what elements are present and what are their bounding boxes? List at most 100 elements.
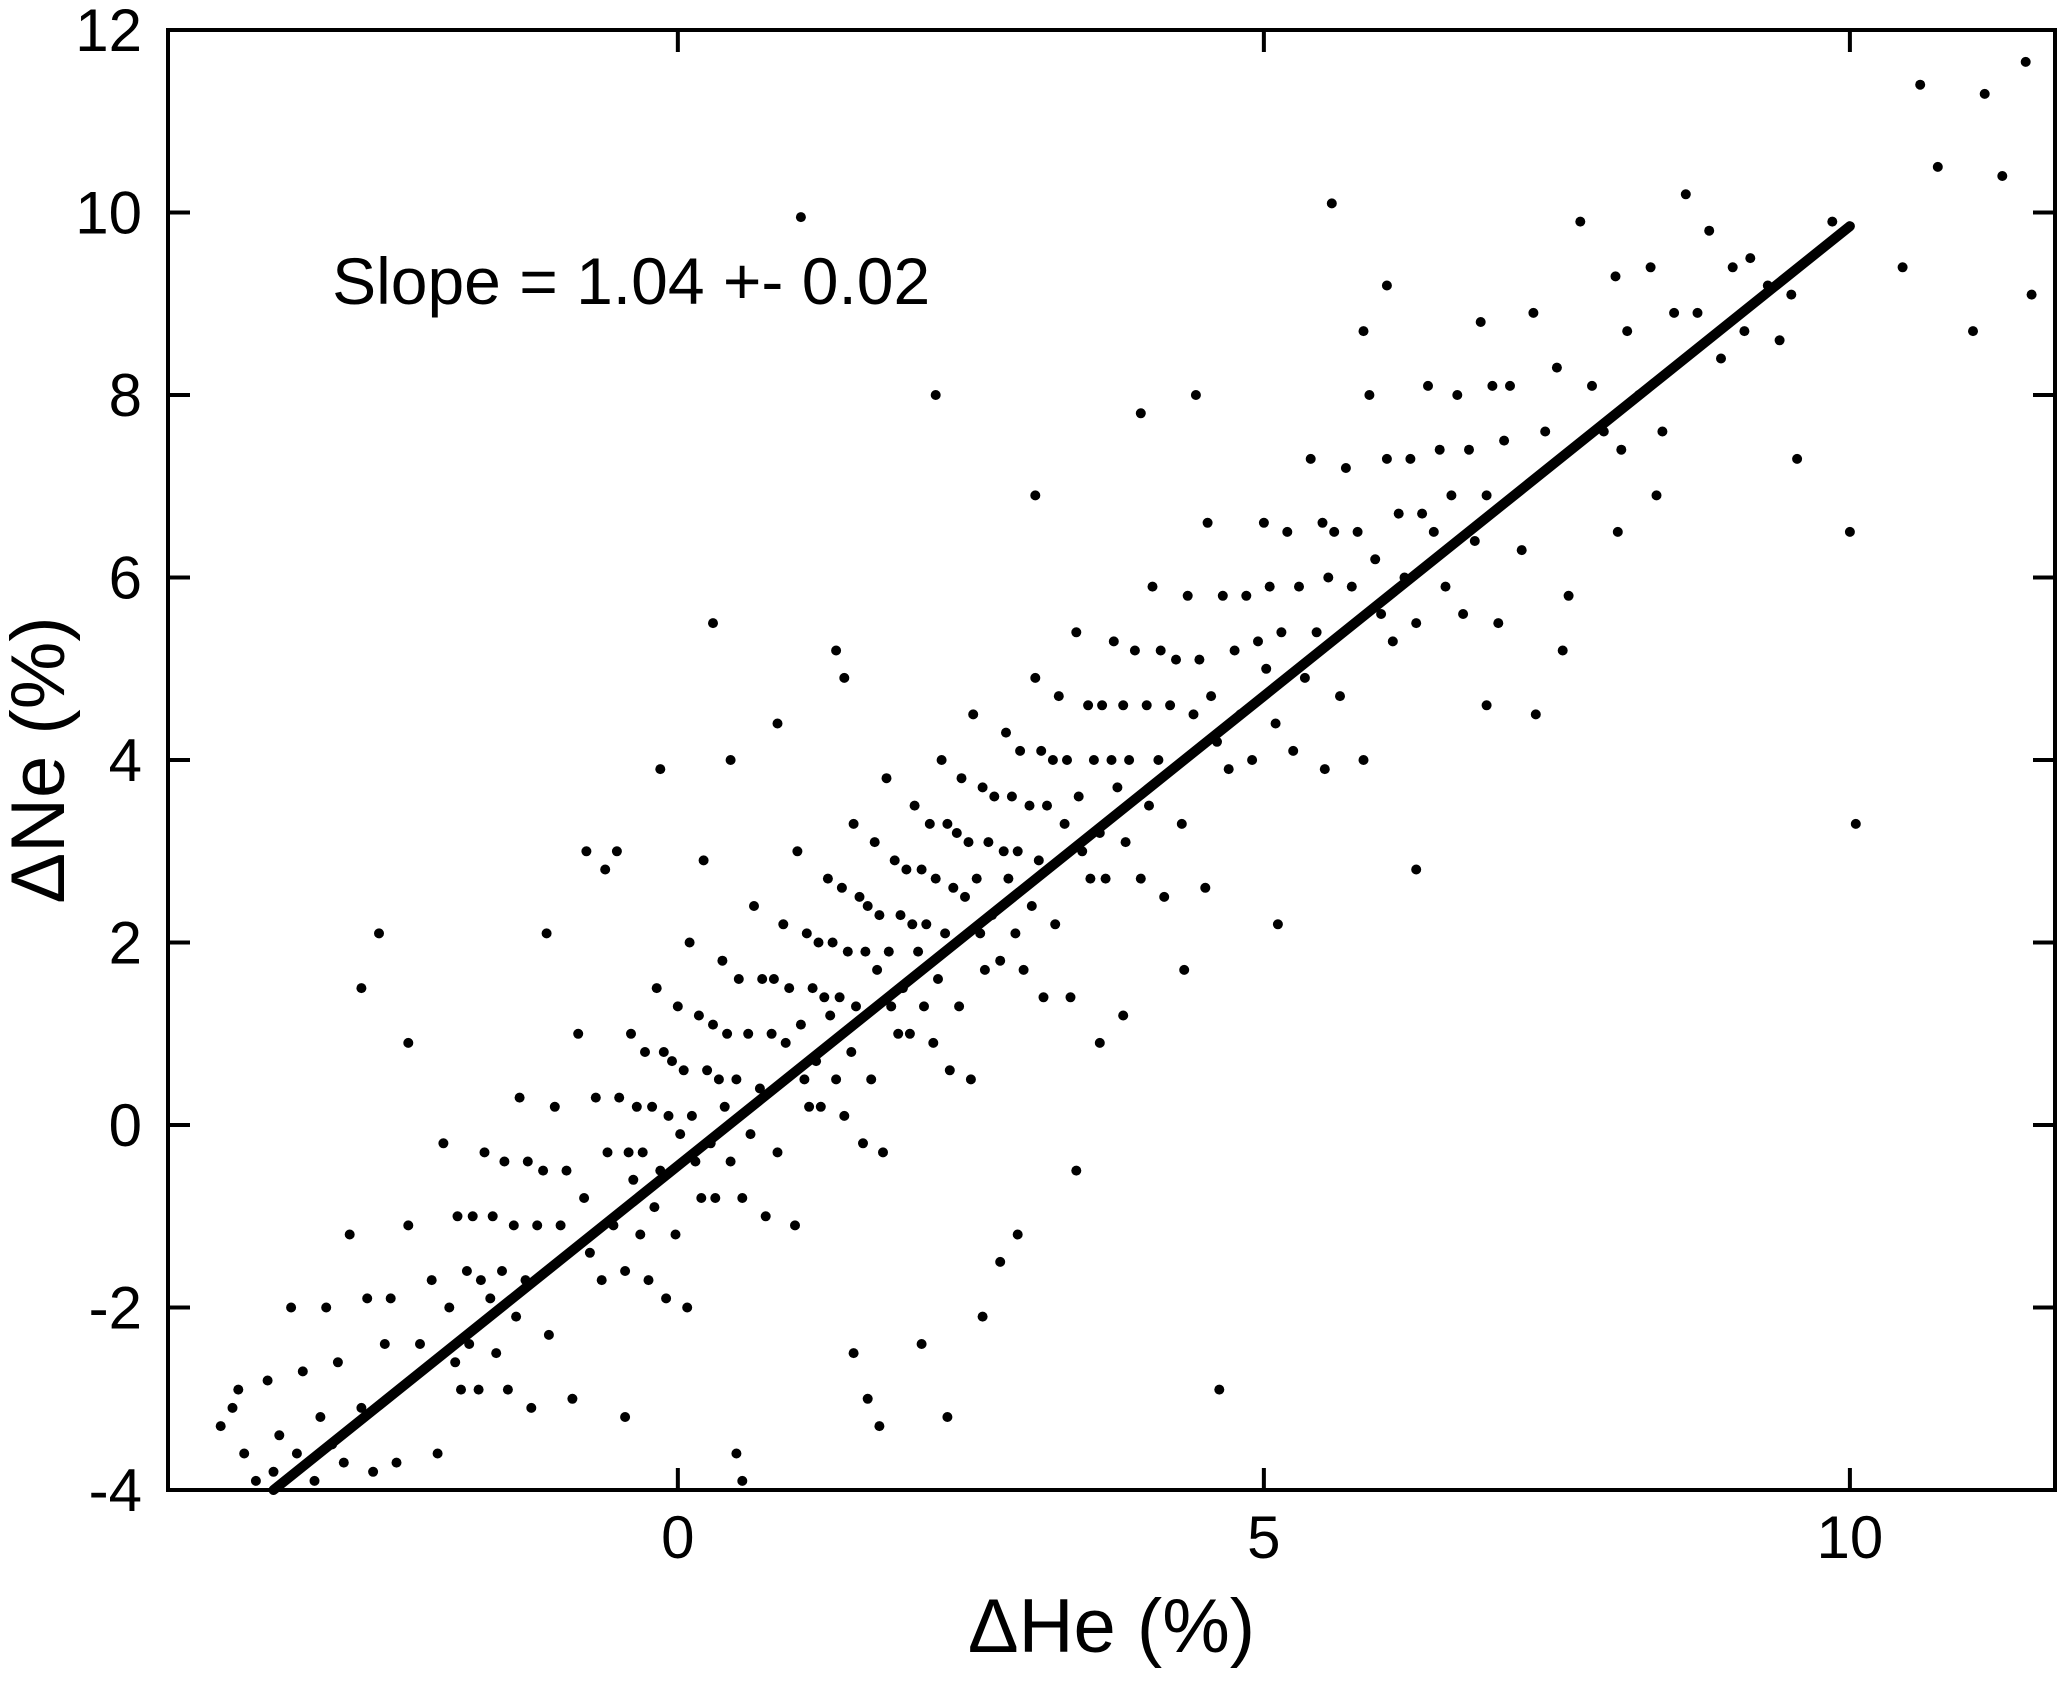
scatter-point [579,1193,590,1203]
scatter-point [1530,709,1541,720]
scatter-point [916,864,927,875]
scatter-point [795,212,806,223]
scatter-point [860,946,871,957]
scatter-point [819,992,830,1003]
y-tick-label: 6 [109,545,142,612]
scatter-point [1188,709,1199,720]
scatter-point [1358,326,1369,337]
scatter-point [977,782,988,793]
scatter-point [842,946,853,957]
scatter-point [1288,745,1299,756]
scatter-point [581,846,592,857]
scatter-point [555,1220,566,1231]
scatter-point [215,1421,226,1432]
scatter-point [444,1302,455,1313]
scatter-point [862,901,873,911]
scatter-point [268,1466,279,1477]
scatter-point [1381,453,1392,464]
scatter-point [1557,645,1568,656]
scatter-point [1786,289,1797,300]
scatter-point [561,1165,572,1176]
scatter-point [725,1156,736,1167]
scatter-point [1050,919,1061,930]
scatter-point [1083,700,1094,711]
scatter-point [713,1074,724,1085]
scatter-point [722,1028,733,1039]
scatter-point [1282,526,1293,537]
scatter-point [708,618,718,629]
scatter-point [1774,335,1785,346]
scatter-point [1176,818,1187,829]
scatter-point [321,1302,332,1313]
scatter-point [737,1193,748,1203]
scatter-point [1012,846,1023,857]
scatter-point [757,974,768,984]
scatter-point [963,837,974,848]
scatter-point [698,855,709,866]
scatter-point [1033,855,1044,866]
scatter-point [1108,636,1119,647]
scatter-point [532,1220,543,1231]
scatter-point [356,1402,367,1413]
scatter-point [1932,161,1943,172]
scatter-point [954,1001,965,1012]
scatter-point [1387,636,1398,647]
scatter-point [602,1147,613,1158]
scatter-point [942,1412,953,1422]
scatter-point [804,1101,815,1112]
scatter-point [1144,800,1154,811]
scatter-point [631,1101,642,1112]
scatter-point [983,837,994,848]
scatter-point [807,983,818,994]
scatter-point [907,919,918,930]
scatter-point [1194,654,1205,665]
scatter-point [1147,581,1158,592]
scatter-point [374,928,384,939]
scatter-point [620,1412,631,1422]
scatter-point [1190,390,1201,400]
scatter-point [1340,463,1351,473]
scatter-point [924,818,935,829]
scatter-point [1516,545,1527,556]
scatter-point [356,983,367,994]
scatter-point [1680,189,1691,200]
scatter-point [338,1457,349,1468]
scatter-point [930,873,941,884]
scatter-point [995,1256,1006,1267]
scatter-point [874,1421,885,1432]
scatter-point [686,1110,697,1121]
scatter-point [1499,435,1510,446]
scatter-point [274,1430,285,1441]
scatter-point [995,955,1006,966]
scatter-point [848,818,859,829]
scatter-point [1030,490,1041,501]
scatter-point [792,846,803,857]
scatter-point [1018,964,1029,975]
scatter-point [1135,873,1146,884]
x-axis-ticks: 0 5 10 [661,30,1883,1571]
scatter-point [1458,609,1469,619]
scatter-point [1616,444,1627,455]
scatter-point [1253,636,1263,647]
scatter-point [1563,590,1574,601]
scatter-point [1423,380,1433,391]
scatter-point [1124,755,1135,765]
scatter-point [921,919,932,930]
scatter-point [928,1037,939,1048]
scatter-point [1141,700,1152,711]
scatter-point [854,891,865,902]
scatter-point [904,1028,915,1039]
scatter-point [846,1047,857,1057]
scatter-point [1540,426,1551,437]
scatter-point [485,1293,496,1304]
scatter-point [1464,444,1474,455]
scatter-point [1159,891,1170,902]
scatter-point [1012,1229,1023,1240]
scatter-point [717,955,728,966]
x-tick-label: 5 [1247,1504,1280,1571]
scatter-point [1446,490,1457,501]
scatter-point [1165,700,1176,711]
scatter-point [1469,536,1480,546]
